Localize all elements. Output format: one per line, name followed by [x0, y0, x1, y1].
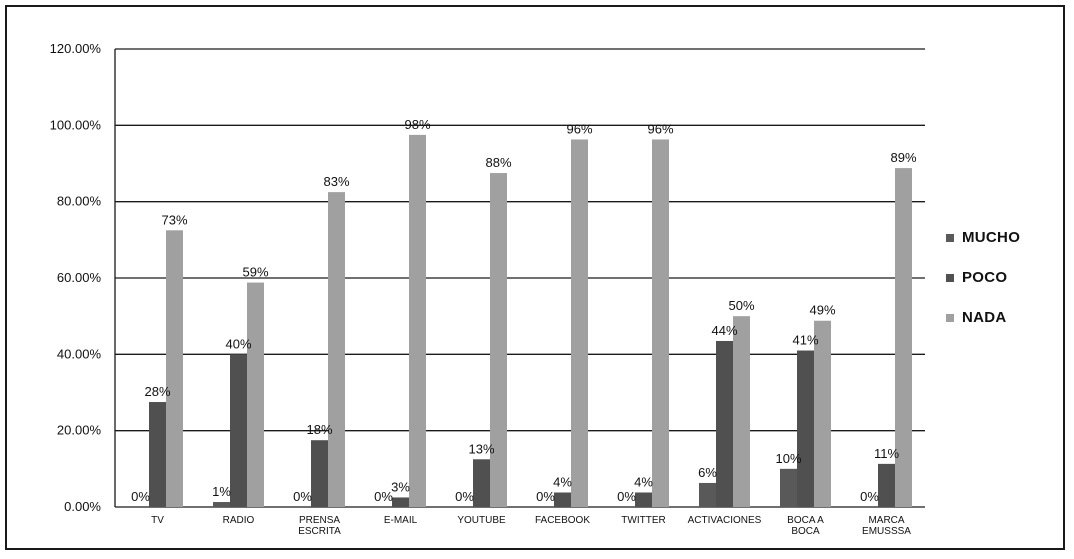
x-category-label: YOUTUBE — [457, 515, 506, 526]
bar-poco — [311, 440, 328, 507]
data-label-nada: 49% — [809, 303, 835, 318]
bar-poco — [473, 459, 490, 507]
y-tick-label: 80.00% — [57, 194, 102, 209]
bar-mucho — [213, 502, 230, 507]
bar-nada — [652, 139, 669, 507]
data-label-nada: 98% — [404, 117, 430, 132]
x-category-label: E-MAIL — [384, 515, 418, 526]
bar-nada — [895, 168, 912, 507]
x-category-label: BOCA A — [787, 515, 824, 526]
data-label-poco: 11% — [874, 446, 899, 461]
bar-nada — [733, 316, 750, 507]
bar-mucho — [780, 468, 797, 507]
data-label-poco: 18% — [306, 422, 332, 437]
data-label-mucho: 0% — [374, 489, 393, 504]
data-label-nada: 59% — [242, 265, 268, 280]
legend-label-nada: NADA — [962, 309, 1007, 326]
y-axis-ticks: 0.00% 20.00% 40.00% 60.00% 80.00% 100.00% 120.… — [50, 41, 102, 514]
bar-nada — [814, 320, 831, 507]
data-labels: 0%28%73%1%40%59%0%18%83%0%3%98%0%13%88%0… — [131, 117, 917, 504]
data-label-poco: 4% — [634, 474, 653, 489]
legend-swatch-nada — [946, 314, 954, 322]
data-label-poco: 40% — [225, 336, 251, 351]
y-tick-label: 40.00% — [57, 346, 102, 361]
bar-nada — [328, 192, 345, 507]
data-label-nada: 89% — [890, 150, 916, 165]
x-category-label: TV — [151, 515, 164, 526]
data-label-nada: 96% — [566, 121, 592, 136]
bar-nada — [166, 230, 183, 507]
legend-label-mucho: MUCHO — [962, 229, 1020, 246]
data-label-mucho: 0% — [293, 489, 312, 504]
data-label-poco: 41% — [792, 333, 818, 348]
x-category-label: PRENSA — [299, 515, 340, 526]
bar-poco — [878, 463, 895, 507]
x-category-label: TWITTER — [621, 515, 665, 526]
data-label-mucho: 0% — [131, 489, 150, 504]
bar-mucho — [699, 482, 716, 507]
bar-poco — [149, 402, 166, 507]
data-label-poco: 3% — [391, 479, 410, 494]
bar-poco — [797, 350, 814, 507]
legend-swatch-mucho — [946, 234, 954, 242]
data-label-nada: 96% — [647, 121, 673, 136]
data-label-nada: 50% — [728, 298, 754, 313]
data-label-poco: 44% — [711, 323, 737, 338]
data-label-poco: 4% — [553, 474, 572, 489]
x-category-label: BOCA — [791, 526, 820, 537]
x-category-label: ACTIVACIONES — [688, 515, 762, 526]
data-label-mucho: 0% — [617, 489, 636, 504]
y-tick-label: 20.00% — [57, 423, 102, 438]
bar-poco — [230, 354, 247, 507]
bar-poco — [716, 340, 733, 507]
bar-poco — [635, 492, 652, 507]
data-label-mucho: 6% — [698, 465, 717, 480]
legend-label-poco: POCO — [962, 269, 1007, 286]
legend-swatch-poco — [946, 274, 954, 282]
x-category-label: RADIO — [223, 515, 255, 526]
chart-canvas: 0.00% 20.00% 40.00% 60.00% 80.00% 100.00% 120.… — [50, 41, 1020, 537]
bar-nada — [571, 139, 588, 507]
data-label-nada: 83% — [323, 174, 349, 189]
bar-poco — [554, 492, 571, 507]
bar-nada — [247, 282, 264, 507]
bar-poco — [392, 497, 409, 507]
data-label-poco: 13% — [468, 441, 494, 456]
bars — [149, 134, 912, 507]
x-category-label: MARCA — [868, 515, 904, 526]
y-tick-label: 120.00% — [50, 41, 102, 56]
bar-nada — [490, 173, 507, 507]
chart-frame: 0.00% 20.00% 40.00% 60.00% 80.00% 100.00% 120.… — [5, 5, 1065, 550]
y-tick-label: 0.00% — [64, 499, 101, 514]
x-category-label: EMUSSSA — [862, 526, 911, 537]
data-label-mucho: 10% — [775, 451, 801, 466]
legend: MUCHO POCO NADA — [946, 229, 1020, 326]
x-category-label: ESCRITA — [298, 526, 341, 537]
bar-nada — [409, 134, 426, 507]
y-tick-label: 100.00% — [50, 117, 102, 132]
data-label-mucho: 0% — [455, 489, 474, 504]
data-label-mucho: 0% — [860, 489, 879, 504]
data-label-nada: 73% — [161, 212, 187, 227]
x-category-label: FACEBOOK — [535, 515, 590, 526]
data-label-mucho: 0% — [536, 489, 555, 504]
y-tick-label: 60.00% — [57, 270, 102, 285]
data-label-nada: 88% — [485, 155, 511, 170]
data-label-poco: 28% — [144, 384, 170, 399]
data-label-mucho: 1% — [212, 484, 231, 499]
